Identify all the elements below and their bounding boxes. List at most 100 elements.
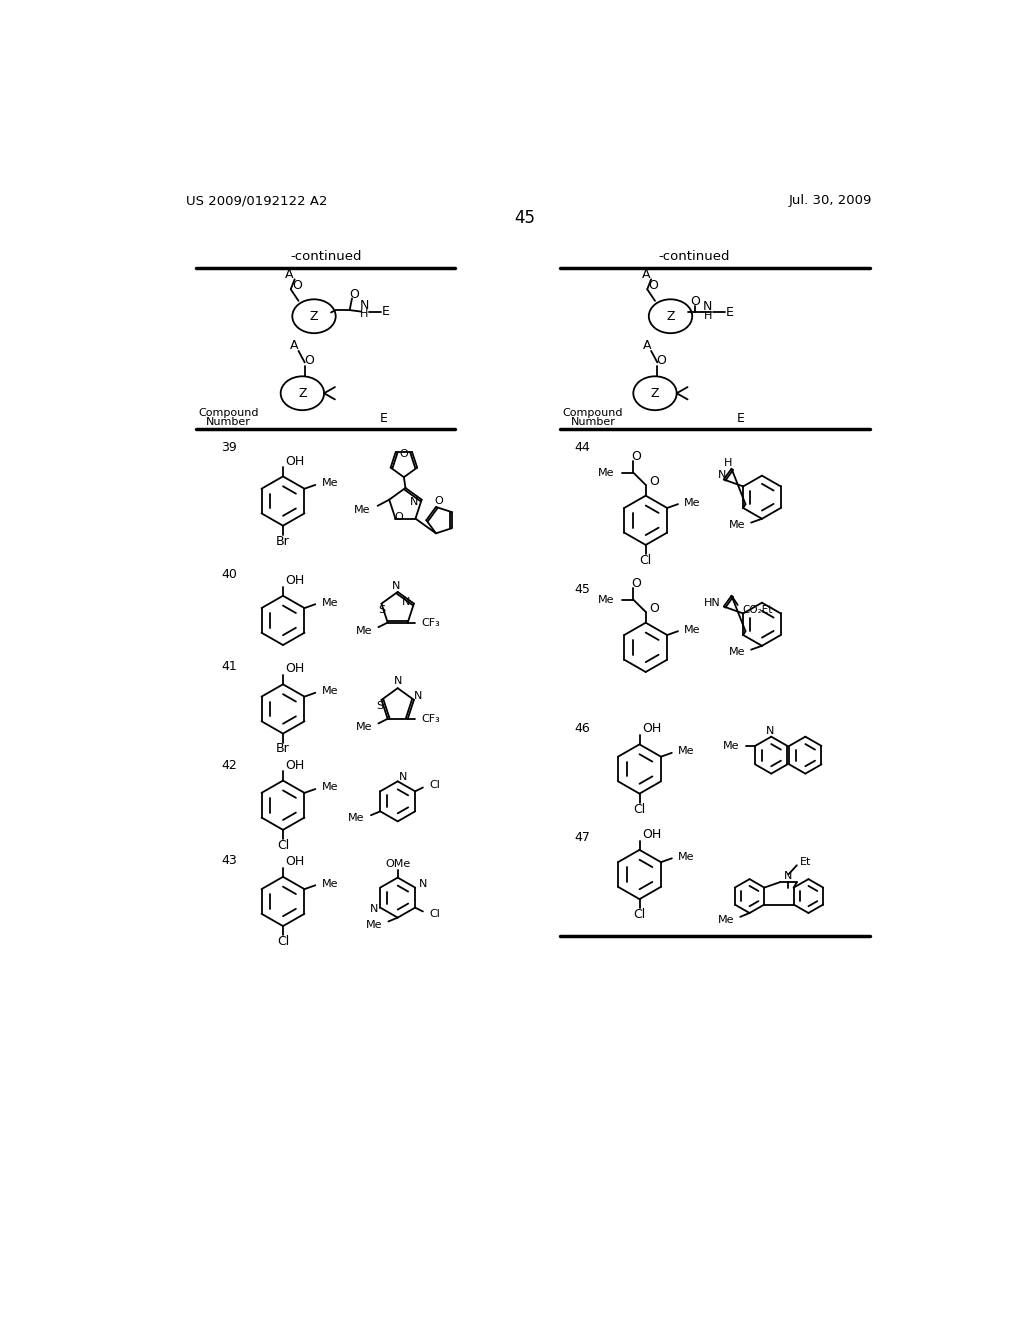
Text: Me: Me	[678, 746, 694, 756]
Text: E: E	[382, 305, 390, 318]
Text: Cl: Cl	[640, 554, 652, 566]
Text: CO₂Et: CO₂Et	[742, 605, 773, 615]
Text: OH: OH	[286, 574, 304, 587]
Text: CF₃: CF₃	[422, 714, 440, 723]
Text: Me: Me	[684, 498, 700, 508]
Text: 44: 44	[574, 441, 590, 454]
Text: OH: OH	[286, 663, 304, 676]
Text: CF₃: CF₃	[422, 618, 440, 627]
Text: Br: Br	[276, 535, 290, 548]
Text: Z: Z	[667, 310, 675, 323]
Text: Cl: Cl	[429, 908, 440, 919]
Text: E: E	[725, 306, 733, 319]
Text: N: N	[370, 904, 378, 915]
Text: O: O	[304, 354, 313, 367]
Text: N: N	[402, 597, 411, 607]
Text: Me: Me	[322, 879, 338, 888]
Text: Z: Z	[298, 387, 306, 400]
Text: O: O	[632, 450, 641, 463]
Text: O: O	[649, 602, 658, 615]
Text: OH: OH	[286, 759, 304, 772]
Text: 47: 47	[574, 832, 590, 843]
Text: Me: Me	[355, 626, 372, 636]
Text: Jul. 30, 2009: Jul. 30, 2009	[788, 194, 872, 207]
Text: Me: Me	[728, 520, 744, 529]
Text: Compound: Compound	[199, 408, 259, 417]
Text: -continued: -continued	[658, 251, 729, 264]
Text: Compound: Compound	[563, 408, 624, 417]
Text: Me: Me	[348, 813, 365, 824]
Text: H: H	[360, 309, 369, 319]
Text: Z: Z	[650, 387, 659, 400]
Text: Z: Z	[309, 310, 318, 323]
Text: Cl: Cl	[276, 935, 289, 948]
Text: Me: Me	[684, 624, 700, 635]
Text: N: N	[419, 879, 427, 888]
Text: A: A	[643, 339, 651, 352]
Text: Me: Me	[354, 504, 371, 515]
Text: O: O	[690, 296, 700, 308]
Text: OH: OH	[286, 454, 304, 467]
Text: US 2009/0192122 A2: US 2009/0192122 A2	[186, 194, 328, 207]
Text: N: N	[393, 676, 401, 686]
Text: O: O	[292, 279, 302, 292]
Text: Me: Me	[598, 594, 614, 605]
Text: N: N	[414, 690, 422, 701]
Text: A: A	[641, 268, 650, 281]
Text: S: S	[378, 605, 385, 615]
Text: 42: 42	[221, 759, 237, 772]
Text: N: N	[399, 772, 408, 781]
Text: N: N	[703, 300, 713, 313]
Text: O: O	[648, 279, 658, 292]
Text: H: H	[703, 312, 712, 321]
Text: A: A	[285, 268, 294, 281]
Text: Br: Br	[276, 742, 290, 755]
Text: Me: Me	[322, 598, 338, 607]
Text: Et: Et	[800, 857, 811, 867]
Text: 45: 45	[574, 583, 590, 597]
Text: S: S	[377, 701, 384, 711]
Text: O: O	[394, 512, 402, 523]
Text: O: O	[399, 449, 409, 458]
Text: N: N	[766, 726, 774, 735]
Text: OH: OH	[286, 855, 304, 869]
Text: Me: Me	[718, 915, 734, 925]
Text: 46: 46	[574, 722, 590, 735]
Text: OH: OH	[642, 828, 662, 841]
Text: N: N	[410, 496, 418, 507]
Text: 40: 40	[221, 568, 237, 581]
Text: E: E	[380, 412, 388, 425]
Text: N: N	[784, 871, 793, 880]
Text: Cl: Cl	[429, 780, 440, 791]
Text: HN: HN	[703, 598, 721, 609]
Text: O: O	[632, 577, 641, 590]
Text: Me: Me	[598, 467, 614, 478]
Text: OMe: OMe	[385, 859, 411, 869]
Text: Me: Me	[322, 686, 338, 696]
Text: Me: Me	[366, 920, 382, 929]
Text: OH: OH	[642, 722, 662, 735]
Text: 39: 39	[221, 441, 237, 454]
Text: Me: Me	[678, 851, 694, 862]
Text: O: O	[649, 474, 658, 487]
Text: Me: Me	[322, 783, 338, 792]
Text: A: A	[291, 339, 299, 352]
Text: O: O	[656, 354, 667, 367]
Text: Cl: Cl	[634, 803, 645, 816]
Text: Me: Me	[728, 647, 744, 657]
Text: Number: Number	[570, 417, 615, 426]
Text: Me: Me	[723, 741, 739, 751]
Text: E: E	[736, 412, 744, 425]
Text: -continued: -continued	[291, 251, 362, 264]
Text: 45: 45	[514, 210, 536, 227]
Text: Me: Me	[355, 722, 372, 733]
Text: Cl: Cl	[276, 838, 289, 851]
Text: H: H	[724, 458, 732, 467]
Text: Me: Me	[322, 478, 338, 488]
Text: 41: 41	[221, 660, 237, 673]
Text: N: N	[718, 470, 726, 480]
Text: N: N	[359, 298, 369, 312]
Text: Cl: Cl	[634, 908, 645, 921]
Text: O: O	[434, 496, 442, 506]
Text: 43: 43	[221, 854, 237, 867]
